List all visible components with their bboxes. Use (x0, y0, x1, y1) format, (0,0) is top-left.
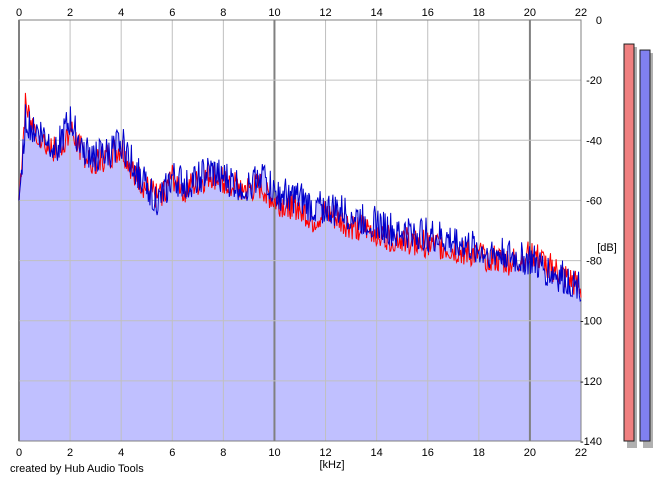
x-tick-label: 0 (16, 7, 22, 19)
x-tick-label: 4 (118, 447, 124, 459)
y-tick-labels: 0 -20 -40 -60 -80 -100 -120 -140 (580, 15, 602, 448)
x-tick-label: 0 (16, 447, 22, 459)
x-tick-label: 14 (371, 447, 383, 459)
y-tick-label: -40 (586, 135, 602, 147)
x-tick-label: 18 (473, 447, 485, 459)
x-tick-label: 2 (67, 7, 73, 19)
credit-text: created by Hub Audio Tools (10, 463, 144, 475)
x-tick-label: 20 (524, 7, 536, 19)
y-tick-label: -140 (580, 436, 602, 448)
x-tick-label: 6 (169, 447, 175, 459)
x-tick-label: 14 (371, 7, 383, 19)
x-tick-label: 2 (67, 447, 73, 459)
y-tick-label: -20 (586, 75, 602, 87)
x-tick-label: 8 (220, 7, 226, 19)
level-meter-left (623, 43, 635, 442)
level-meters (623, 43, 653, 449)
x-tick-labels-top: 0 2 4 6 8 10 12 14 16 18 20 22 (16, 7, 587, 19)
series-line-right (18, 104, 582, 303)
x-tick-label: 16 (422, 447, 434, 459)
x-tick-label: 20 (524, 447, 536, 459)
y-axis-label: [dB] (597, 242, 617, 254)
series-line-left (18, 92, 582, 298)
x-tick-label: 12 (319, 7, 331, 19)
x-tick-label: 16 (422, 7, 434, 19)
y-tick-label: 0 (596, 15, 602, 27)
x-tick-label: 10 (268, 7, 280, 19)
x-tick-label: 4 (118, 7, 124, 19)
plot-border (18, 19, 582, 442)
level-meter-right (639, 49, 651, 442)
y-tick-label: -80 (586, 256, 602, 268)
x-tick-label: 22 (575, 7, 587, 19)
grid (18, 19, 582, 442)
y-tick-label: -120 (580, 376, 602, 388)
x-tick-label: 8 (220, 447, 226, 459)
spectrum-fill (19, 104, 581, 442)
x-tick-label: 18 (473, 7, 485, 19)
x-axis-label: [kHz] (319, 459, 344, 471)
x-tick-label: 22 (575, 447, 587, 459)
x-tick-label: 12 (319, 447, 331, 459)
spectrum-fill-area (19, 104, 581, 442)
y-tick-label: -100 (580, 316, 602, 328)
y-tick-label: -60 (586, 195, 602, 207)
x-tick-label: 6 (169, 7, 175, 19)
x-tick-label: 10 (268, 447, 280, 459)
spectrum-series (18, 92, 582, 303)
x-tick-labels-bottom: 0 2 4 6 8 10 12 14 16 18 20 22 (16, 447, 587, 459)
